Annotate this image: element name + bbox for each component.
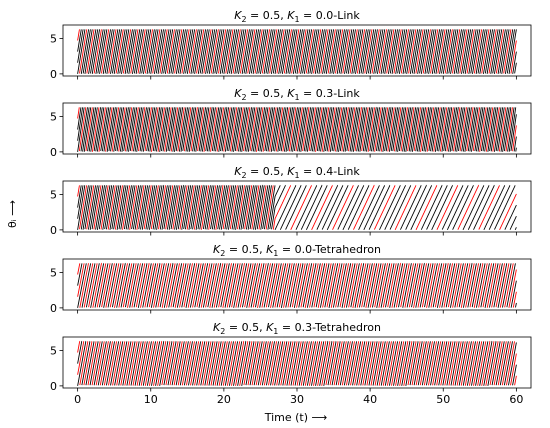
series-line-red [77, 262, 517, 308]
series-line-black [77, 184, 517, 231]
x-tick-label: 60 [509, 393, 523, 406]
series-line-red [77, 340, 517, 386]
subplot-1: K2 = 0.5, K1 = 0.0-Link 0 5 [50, 9, 532, 81]
series-group [77, 184, 517, 231]
subplot-title: K2 = 0.5, K1 = 0.0-Link [234, 9, 360, 24]
subplot-title: K2 = 0.5, K1 = 0.4-Link [234, 165, 360, 180]
subplot-title: K2 = 0.5, K1 = 0.3-Link [234, 87, 360, 102]
y-tick-label: 0 [50, 302, 57, 315]
series-line-red [77, 262, 517, 308]
y-tick-label: 5 [50, 344, 57, 357]
series-line-red [77, 29, 517, 74]
x-tick-label: 30 [290, 393, 304, 406]
series-line-black [77, 29, 517, 74]
y-tick-label: 5 [50, 266, 57, 279]
series-line-black [77, 184, 517, 231]
series-group [77, 340, 517, 386]
series-line-black [77, 106, 517, 152]
series-line-black [77, 340, 517, 386]
x-tick-label: 0 [74, 393, 81, 406]
series-line-black [77, 29, 517, 74]
series-line-black [77, 29, 517, 74]
y-tick-label: 5 [50, 188, 57, 201]
y-tick-label: 0 [50, 380, 57, 393]
series-group [77, 29, 517, 74]
subplot-title: K2 = 0.5, K1 = 0.0-Tetrahedron [213, 243, 381, 258]
series-line-black [77, 106, 517, 152]
subplot-3: K2 = 0.5, K1 = 0.4-Link 0 5 [50, 165, 532, 237]
subplot-2: K2 = 0.5, K1 = 0.3-Link 0 5 [50, 87, 532, 159]
x-tick-label: 20 [217, 393, 231, 406]
subplot-5: K2 = 0.5, K1 = 0.3-Tetrahedron 0 5 [50, 321, 532, 393]
series-line-red [77, 340, 517, 386]
y-tick-label: 0 [50, 224, 57, 237]
series-line-black [77, 340, 517, 386]
y-tick-label: 5 [50, 110, 57, 123]
series-group [77, 262, 517, 308]
series-line-black [77, 184, 517, 231]
y-axis-label: θᵢ ⟶ [6, 200, 19, 228]
series-group [77, 106, 517, 152]
x-axis-label: Time (t) ⟶ [264, 411, 328, 424]
series-line-black [77, 262, 517, 308]
y-tick-label: 0 [50, 146, 57, 159]
x-tick-label: 50 [436, 393, 450, 406]
subplot-4: K2 = 0.5, K1 = 0.0-Tetrahedron 0 5 [50, 243, 532, 315]
series-line-black [77, 262, 517, 308]
y-tick-label: 5 [50, 32, 57, 45]
subplot-title: K2 = 0.5, K1 = 0.3-Tetrahedron [213, 321, 381, 336]
x-tick-label: 10 [144, 393, 158, 406]
series-line-red [77, 106, 517, 152]
x-tick-labels: 0 10 20 30 40 50 60 [74, 393, 523, 406]
y-tick-label: 0 [50, 68, 57, 81]
series-line-red [77, 184, 517, 231]
x-tick-label: 40 [363, 393, 377, 406]
series-line-black [77, 106, 517, 152]
